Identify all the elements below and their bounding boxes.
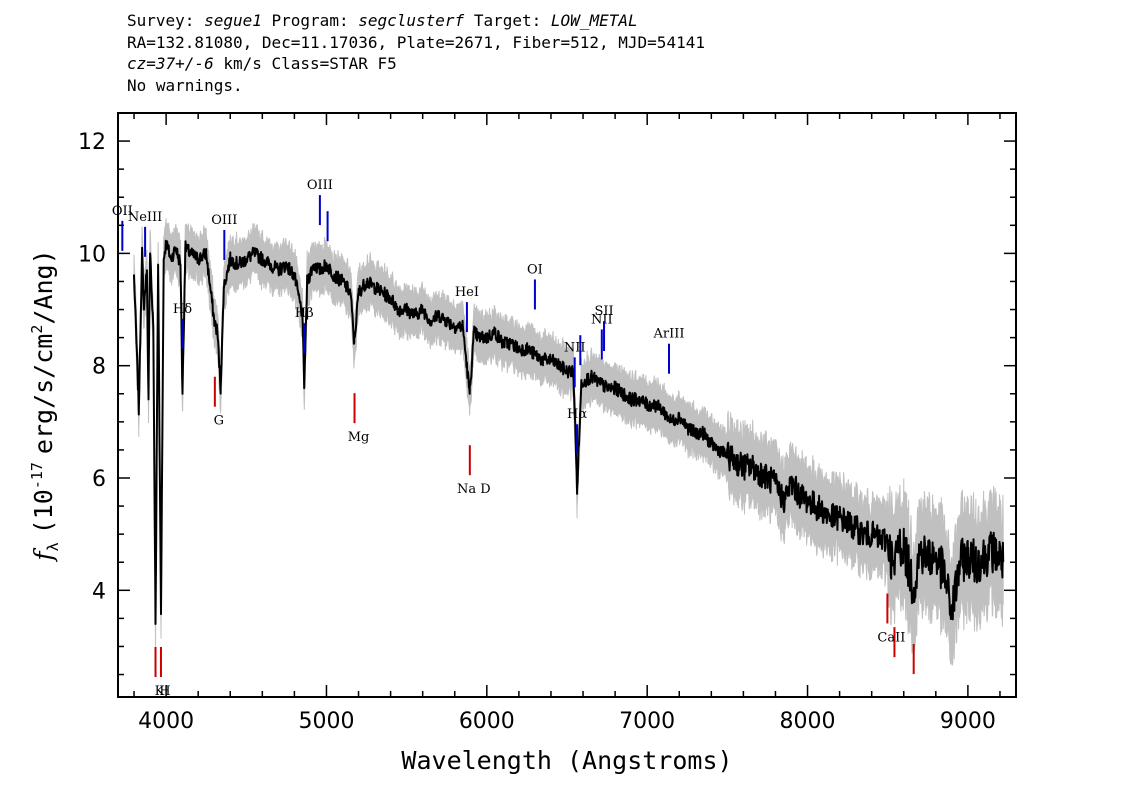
x-tick-label: 7000	[619, 709, 675, 734]
axis-ticks-layer: 4000 5000 6000 7000 8000 9000 4 6 8 10 12	[78, 112, 1016, 734]
emission-line-label: NeIII	[128, 210, 162, 225]
class-value: km/s Class=STAR F5	[223, 54, 397, 73]
y-axis-title: fλ (10-17 erg/s/cm2/Ang)	[28, 249, 62, 562]
emission-line-label: NII	[564, 340, 586, 355]
y-tick-label: 12	[78, 130, 106, 155]
x-tick-label: 9000	[940, 709, 996, 734]
absorption-line-label: K	[155, 684, 165, 699]
y-axis-lambda: λ	[44, 542, 62, 551]
error-band	[133, 218, 1004, 666]
program-label: Program:	[271, 11, 349, 30]
y-axis-mid: erg/s/cm	[29, 334, 58, 454]
header-line-2: RA=132.81080, Dec=11.17036, Plate=2671, …	[127, 32, 705, 52]
emission-line-label: Hα	[567, 407, 587, 422]
x-tick-label: 4000	[138, 709, 194, 734]
target-value: LOW_METAL	[550, 11, 638, 30]
redshift-value: cz=37+/-6	[127, 54, 214, 73]
header-line-4: No warnings.	[127, 75, 243, 95]
x-tick-label: 5000	[298, 709, 354, 734]
survey-value: segue1	[204, 11, 262, 30]
y-tick-label: 6	[92, 467, 106, 492]
header-line-3: cz=37+/-6 km/s Class=STAR F5	[127, 53, 705, 75]
y-axis-exp2: 2	[28, 325, 46, 334]
error-band-layer	[133, 218, 1004, 666]
spectral-lines-layer: OIINeIIIHδOIIIHβOIIIHeIOINIIHαNIISIIArII…	[112, 178, 915, 699]
program-value: segclusterf	[358, 11, 465, 30]
y-axis-pre: (10	[29, 489, 58, 534]
emission-line-label: HeI	[455, 285, 479, 300]
y-tick-label: 4	[92, 579, 106, 604]
absorption-line-label: H	[159, 684, 170, 699]
x-tick-label: 6000	[459, 709, 515, 734]
plot-header: Survey: segue1 Program: segclusterf Targ…	[127, 10, 705, 96]
y-tick-label: 10	[78, 242, 106, 267]
emission-line-label: OIII	[211, 213, 237, 228]
emission-line-label: Hδ	[173, 302, 192, 317]
y-axis-exp: -17	[28, 462, 46, 489]
absorption-line-label: G	[214, 414, 224, 429]
absorption-line-label: Na D	[457, 482, 491, 497]
plot-frame	[117, 112, 1017, 698]
emission-line-label: NII	[591, 312, 613, 327]
flux-layer	[133, 239, 1005, 625]
target-label: Target:	[473, 11, 542, 30]
x-tick-label: 8000	[780, 709, 836, 734]
emission-line-label: ArIII	[652, 327, 684, 342]
y-axis-post: /Ang)	[29, 249, 58, 324]
survey-label: Survey:	[127, 11, 195, 30]
absorption-line-label: CaII	[877, 630, 905, 645]
y-axis-f: f	[29, 548, 58, 563]
absorption-line-label: Mg	[348, 430, 370, 445]
header-line-1: Survey: segue1 Program: segclusterf Targ…	[127, 10, 705, 32]
emission-line-label: OIII	[307, 178, 333, 193]
flux-line	[133, 239, 1005, 625]
emission-line-label: SII	[594, 304, 613, 319]
y-tick-label: 8	[92, 355, 106, 380]
x-axis-title: Wavelength (Angstroms)	[401, 746, 732, 775]
emission-line-label: Hβ	[295, 306, 314, 321]
emission-line-label: OI	[527, 262, 543, 277]
